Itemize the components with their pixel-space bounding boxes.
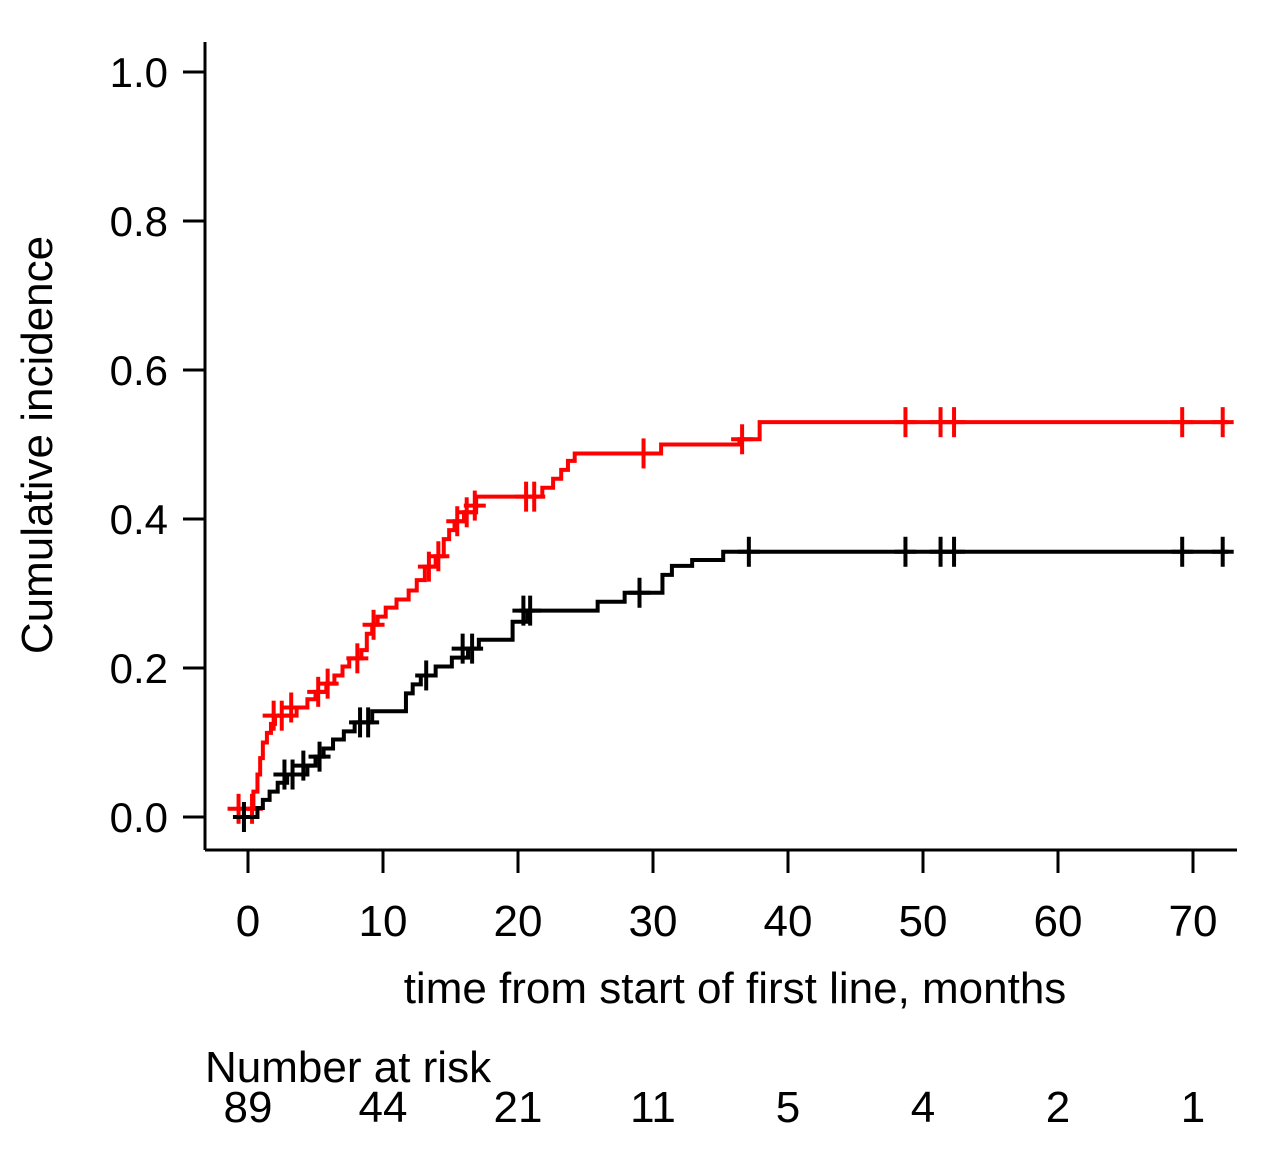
number-at-risk-label: Number at risk — [205, 1043, 492, 1092]
number-at-risk-count: 5 — [776, 1083, 800, 1132]
x-tick-label: 40 — [764, 897, 813, 946]
x-tick-label: 70 — [1169, 897, 1218, 946]
x-tick-label: 20 — [494, 897, 543, 946]
y-tick-label: 1.0 — [110, 49, 168, 96]
x-tick-label: 0 — [236, 897, 260, 946]
number-at-risk-count: 44 — [359, 1083, 408, 1132]
number-at-risk-count: 4 — [911, 1083, 935, 1132]
number-at-risk-count: 89 — [224, 1083, 273, 1132]
x-tick-label: 60 — [1034, 897, 1083, 946]
number-at-risk-count: 1 — [1181, 1083, 1205, 1132]
red-curve — [248, 420, 1229, 811]
x-tick-label: 30 — [629, 897, 678, 946]
x-tick-label: 50 — [899, 897, 948, 946]
x-tick-label: 10 — [359, 897, 408, 946]
x-axis-title: time from start of first line, months — [404, 964, 1067, 1013]
number-at-risk-count: 2 — [1046, 1083, 1070, 1132]
y-axis-title: Cumulative incidence — [13, 236, 62, 654]
black-curve — [248, 549, 1229, 819]
number-at-risk-count: 11 — [630, 1083, 676, 1132]
y-tick-label: 0.4 — [110, 496, 168, 543]
number-at-risk-count: 21 — [494, 1083, 543, 1132]
y-tick-label: 0.0 — [110, 794, 168, 841]
y-tick-label: 0.2 — [110, 645, 168, 692]
y-tick-label: 0.8 — [110, 198, 168, 245]
y-tick-label: 0.6 — [110, 347, 168, 394]
